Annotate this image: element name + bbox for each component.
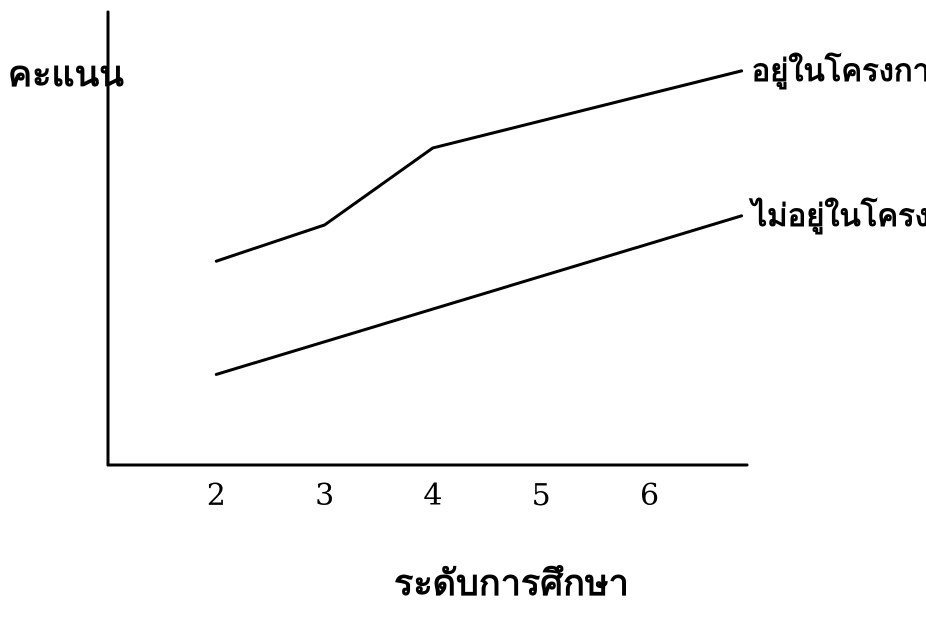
series-label-in-project: อยู่ในโครงการ [752, 52, 926, 90]
x-tick-label: 5 [532, 478, 551, 513]
x-tick-label: 4 [423, 478, 442, 513]
x-tick-label: 3 [315, 478, 334, 513]
series-line-not-in-project [214, 214, 744, 376]
series-line-in-project [214, 69, 744, 263]
x-axis-ticks: 2 3 4 5 6 [207, 478, 659, 513]
x-axis-label: ระดับการศึกษา [394, 562, 629, 604]
y-axis-label: คะแนน [8, 53, 124, 95]
series-group: อยู่ในโครงการไม่อยู่ในโครงการ [214, 52, 926, 376]
x-tick-label: 6 [640, 478, 659, 513]
series-label-not-in-project: ไม่อยู่ในโครงการ [749, 197, 926, 235]
x-tick-label: 2 [207, 478, 226, 513]
